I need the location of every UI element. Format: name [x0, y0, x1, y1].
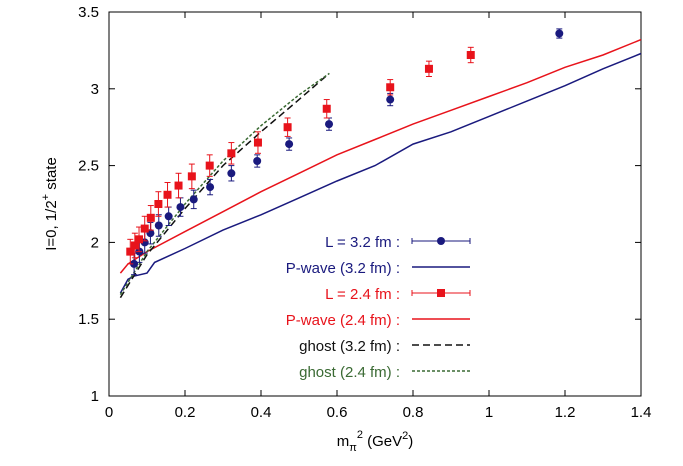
legend-marker-0 [437, 237, 445, 245]
x-tick-label: 1.4 [631, 404, 652, 421]
data-point [154, 200, 163, 208]
x-tick-label: 0.2 [175, 404, 196, 421]
data-point [386, 95, 395, 104]
legend-label-4: ghost (3.2 fm) : [299, 338, 400, 355]
data-point [154, 221, 163, 230]
x-tick-label: 1.2 [555, 404, 576, 421]
y-tick-label: 2.5 [78, 158, 99, 175]
x-tick-label: 0.4 [251, 404, 272, 421]
data-point [130, 241, 139, 250]
data-point [206, 183, 215, 192]
y-tick-label: 1.5 [78, 311, 99, 328]
x-tick-label: 0.6 [327, 404, 348, 421]
legend-label-3: P-wave (2.4 fm) : [286, 312, 400, 329]
series-line-4 [119, 75, 327, 299]
y-axis-label: I=0, 1/2+ state [40, 157, 60, 251]
data-point [555, 29, 564, 38]
legend-label-2: L = 2.4 fm : [325, 286, 400, 303]
data-point [227, 169, 236, 178]
legend-marker-2 [437, 289, 445, 297]
x-tick-label: 1 [485, 404, 493, 421]
data-point [205, 161, 214, 170]
y-tick-label: 2 [91, 234, 99, 251]
data-point [126, 247, 135, 256]
y-tick-label: 3 [91, 81, 99, 98]
series-line-3 [119, 38, 642, 274]
y-tick-label: 3.5 [78, 4, 99, 21]
axis-ticks: 0 0.2 0.4 0.6 0.8 1 1.2 1.4 1 1.5 2 2.5 3 3.5 [78, 4, 651, 421]
data-point [227, 149, 236, 158]
data-point [283, 123, 292, 132]
data-point [285, 140, 294, 149]
legend: L = 3.2 fm : P-wave (3.2 fm) : L = 2.4 fm … [286, 234, 471, 381]
x-axis-label: mπ2 (GeV2) [337, 429, 414, 454]
data-point [163, 190, 172, 199]
x-tick-label: 0 [105, 404, 113, 421]
data-point [322, 104, 331, 113]
data-point [135, 235, 144, 244]
data-point [424, 64, 433, 73]
plot-frame [108, 11, 642, 397]
data-point [386, 83, 395, 92]
series-points-0 [130, 28, 564, 276]
data-point [187, 172, 196, 181]
data-point [164, 212, 173, 221]
series-points-2 [126, 46, 475, 265]
series-line-1 [119, 52, 642, 294]
series-layer [119, 28, 642, 299]
legend-label-0: L = 3.2 fm : [325, 234, 400, 251]
data-point [176, 203, 185, 212]
data-point [146, 213, 155, 222]
data-point [325, 120, 334, 129]
legend-label-5: ghost (2.4 fm) : [299, 364, 400, 381]
data-point [140, 224, 149, 233]
data-point [253, 156, 262, 165]
data-point [130, 259, 139, 268]
legend-label-1: P-wave (3.2 fm) : [286, 260, 400, 277]
data-point [174, 181, 183, 190]
x-tick-label: 0.8 [403, 404, 424, 421]
series-line-5 [119, 72, 330, 295]
data-point [189, 195, 198, 204]
data-point [466, 51, 475, 60]
data-point [253, 138, 262, 147]
y-tick-label: 1 [91, 388, 99, 405]
